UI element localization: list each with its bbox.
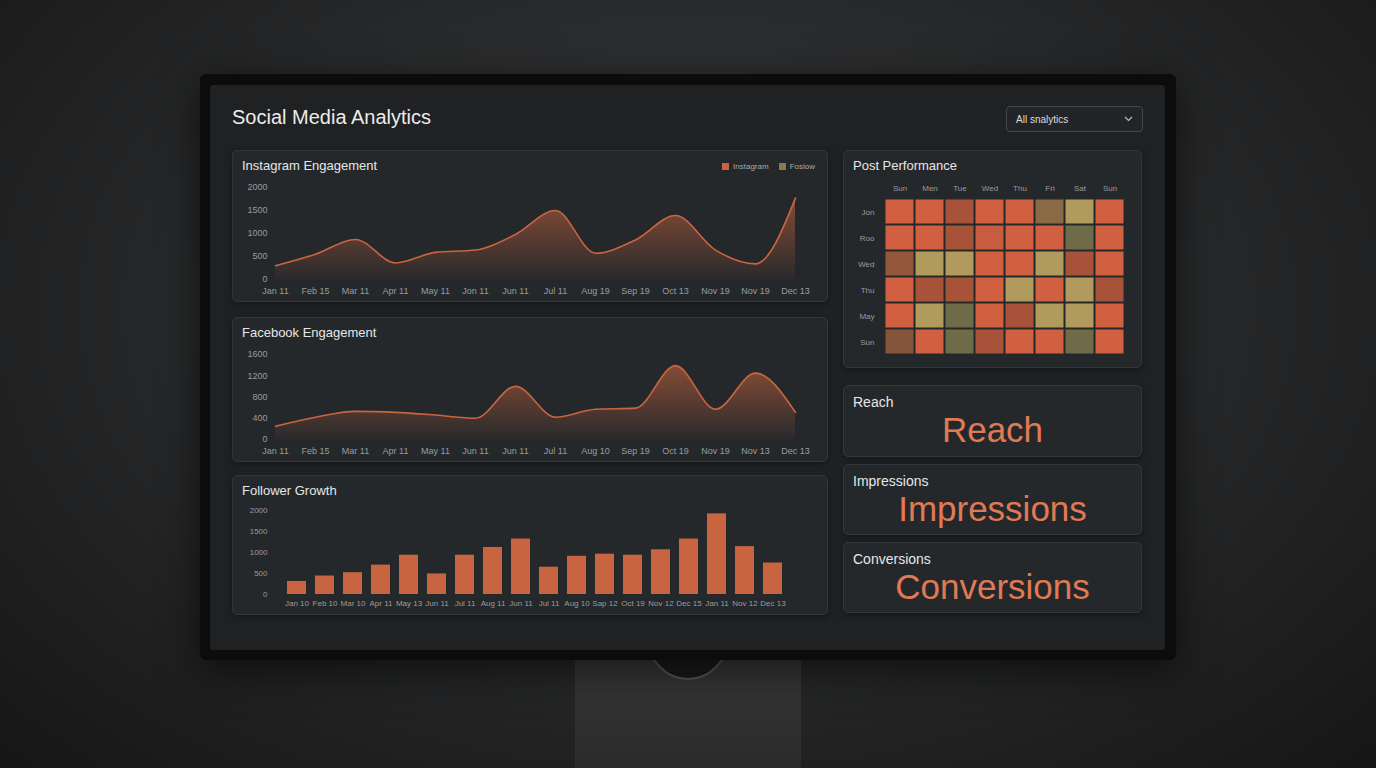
svg-text:Jan 11: Jan 11 — [705, 599, 729, 608]
svg-text:Sun: Sun — [893, 184, 907, 193]
svg-text:Mar 11: Mar 11 — [342, 446, 369, 456]
svg-text:Aug 10: Aug 10 — [564, 599, 590, 608]
svg-text:Jan 11: Jan 11 — [262, 446, 288, 456]
svg-text:Apr 11: Apr 11 — [383, 286, 409, 296]
svg-text:Jan 10: Jan 10 — [285, 599, 310, 608]
svg-text:Jun 11: Jun 11 — [509, 599, 533, 608]
svg-text:1000: 1000 — [247, 228, 267, 238]
svg-text:Dec 15: Dec 15 — [676, 599, 702, 608]
svg-text:Nov 12: Nov 12 — [648, 599, 674, 608]
html-text:Fosiow: Fosiow — [789, 162, 815, 171]
svg-text:Jun 11: Jun 11 — [462, 446, 488, 456]
svg-text:Thu: Thu — [861, 286, 875, 295]
svg-text:Aug 19: Aug 19 — [581, 286, 610, 296]
svg-text:Jul 11: Jul 11 — [539, 599, 560, 608]
svg-text:Nov 12: Nov 12 — [732, 599, 758, 608]
svg-text:Feb 10: Feb 10 — [313, 599, 338, 608]
svg-text:Nov 19: Nov 19 — [701, 286, 730, 296]
svg-text:500: 500 — [252, 251, 267, 261]
svg-text:Tue: Tue — [953, 184, 967, 193]
svg-text:1500: 1500 — [247, 205, 267, 215]
html-text:Conversions: Conversions — [895, 567, 1090, 606]
html-text:Impressions: Impressions — [853, 473, 929, 489]
svg-text:Nov 13: Nov 13 — [741, 446, 770, 456]
svg-text:Apr 11: Apr 11 — [370, 599, 394, 608]
svg-text:May 11: May 11 — [421, 446, 450, 456]
html-text:Conversions: Conversions — [853, 551, 931, 567]
svg-text:Jul 11: Jul 11 — [455, 599, 476, 608]
svg-text:Aug 11: Aug 11 — [481, 599, 506, 608]
html-text:Instagram Engagement: Instagram Engagement — [242, 158, 378, 173]
svg-text:2000: 2000 — [250, 506, 268, 515]
svg-text:Aug 10: Aug 10 — [581, 446, 610, 456]
svg-text:0: 0 — [262, 434, 267, 444]
svg-text:Sun: Sun — [860, 338, 874, 347]
svg-text:Jon: Jon — [862, 208, 875, 217]
svg-text:Sat: Sat — [1074, 184, 1087, 193]
svg-text:Oct 19: Oct 19 — [662, 446, 689, 456]
svg-text:Wed: Wed — [982, 184, 998, 193]
svg-text:500: 500 — [254, 569, 268, 578]
html-text:Instagram: Instagram — [733, 162, 769, 171]
svg-text:Nov 19: Nov 19 — [701, 446, 730, 456]
svg-text:Dec 13: Dec 13 — [781, 286, 810, 296]
svg-text:Oct 13: Oct 13 — [662, 286, 689, 296]
svg-text:1000: 1000 — [250, 548, 268, 557]
html-text:Post Performance: Post Performance — [853, 158, 957, 173]
svg-text:Jun 11: Jun 11 — [502, 446, 528, 456]
svg-text:1200: 1200 — [247, 371, 267, 381]
svg-text:Jul 11: Jul 11 — [544, 446, 567, 456]
svg-text:Thu: Thu — [1013, 184, 1027, 193]
html-text:Reach: Reach — [853, 394, 894, 410]
svg-text:Mar 11: Mar 11 — [342, 286, 369, 296]
svg-text:2000: 2000 — [247, 182, 267, 192]
svg-text:May 13: May 13 — [396, 599, 423, 608]
svg-text:Fri: Fri — [1045, 184, 1055, 193]
svg-text:Apr 11: Apr 11 — [383, 446, 409, 456]
html-text:Impressions: Impressions — [898, 489, 1087, 528]
svg-text:Nov 19: Nov 19 — [741, 286, 770, 296]
svg-text:1500: 1500 — [250, 527, 268, 536]
svg-text:Dec 13: Dec 13 — [781, 446, 810, 456]
svg-text:Feb 15: Feb 15 — [301, 446, 329, 456]
svg-text:Feb 15: Feb 15 — [301, 286, 329, 296]
svg-text:Sep 19: Sep 19 — [621, 446, 650, 456]
svg-text:Jun 11: Jun 11 — [425, 599, 449, 608]
svg-text:Roo: Roo — [860, 234, 875, 243]
svg-text:Jan 11: Jan 11 — [262, 286, 288, 296]
svg-text:Sun: Sun — [1103, 184, 1117, 193]
svg-text:0: 0 — [263, 590, 268, 599]
svg-text:800: 800 — [252, 392, 267, 402]
svg-text:Wed: Wed — [858, 260, 874, 269]
html-text:Reach: Reach — [941, 410, 1044, 449]
svg-text:Dec 13: Dec 13 — [760, 599, 786, 608]
svg-text:Men: Men — [922, 184, 938, 193]
html-text:All snalytics: All snalytics — [1016, 114, 1069, 125]
svg-text:Jon 11: Jon 11 — [462, 286, 488, 296]
svg-text:Sap 12: Sap 12 — [592, 599, 618, 608]
svg-text:Jun 11: Jun 11 — [502, 286, 528, 296]
html-text:Follower Growth: Follower Growth — [242, 483, 337, 498]
svg-text:May: May — [859, 312, 874, 321]
svg-text:Oct 19: Oct 19 — [621, 599, 645, 608]
svg-text:Jul 11: Jul 11 — [544, 286, 567, 296]
svg-text:0: 0 — [262, 274, 267, 284]
svg-text:Sep 19: Sep 19 — [621, 286, 650, 296]
svg-text:400: 400 — [252, 413, 267, 423]
svg-text:Mar 10: Mar 10 — [341, 599, 366, 608]
svg-text:1600: 1600 — [247, 349, 267, 359]
html-text:Social Media Analytics: Social Media Analytics — [232, 106, 431, 128]
svg-text:May 11: May 11 — [421, 286, 450, 296]
html-text:Facebook Engagement: Facebook Engagement — [242, 325, 377, 340]
